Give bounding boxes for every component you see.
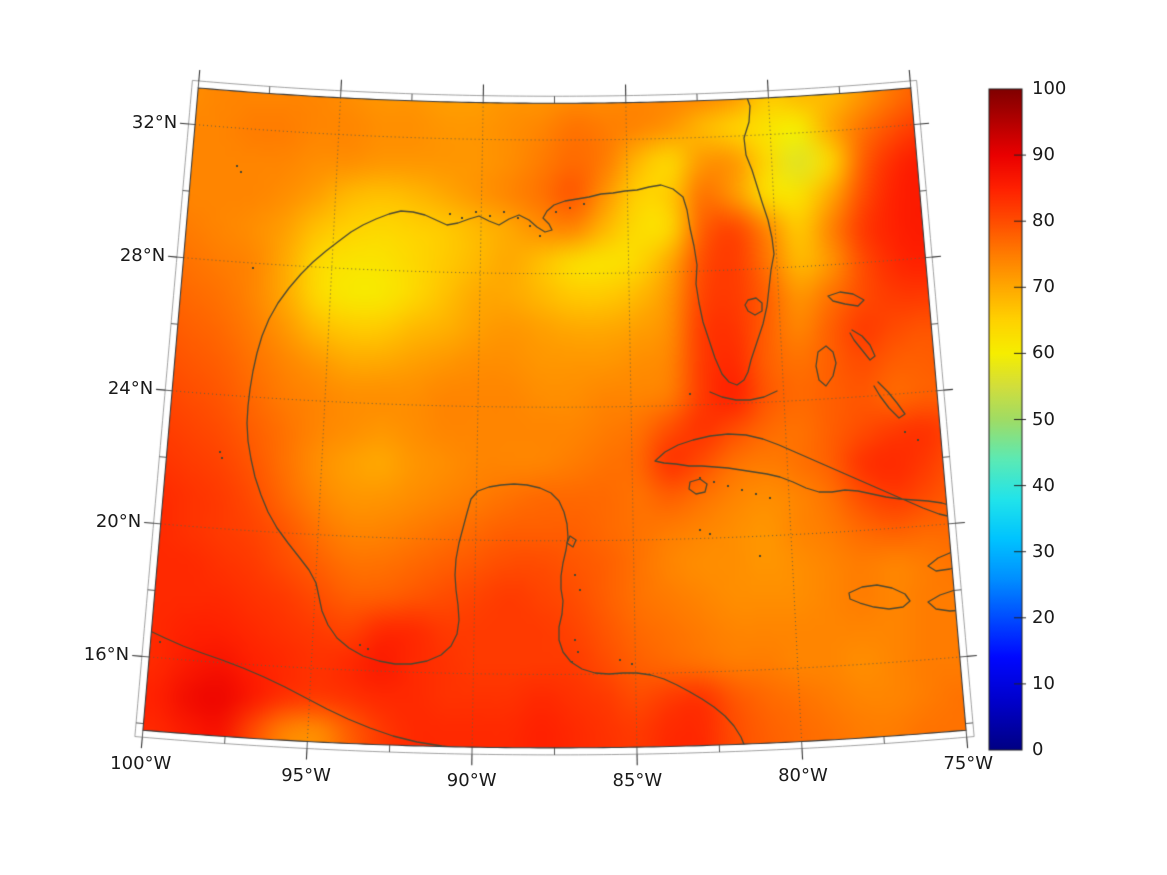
map-plot-area	[140, 78, 975, 750]
colorbar	[985, 85, 1035, 755]
